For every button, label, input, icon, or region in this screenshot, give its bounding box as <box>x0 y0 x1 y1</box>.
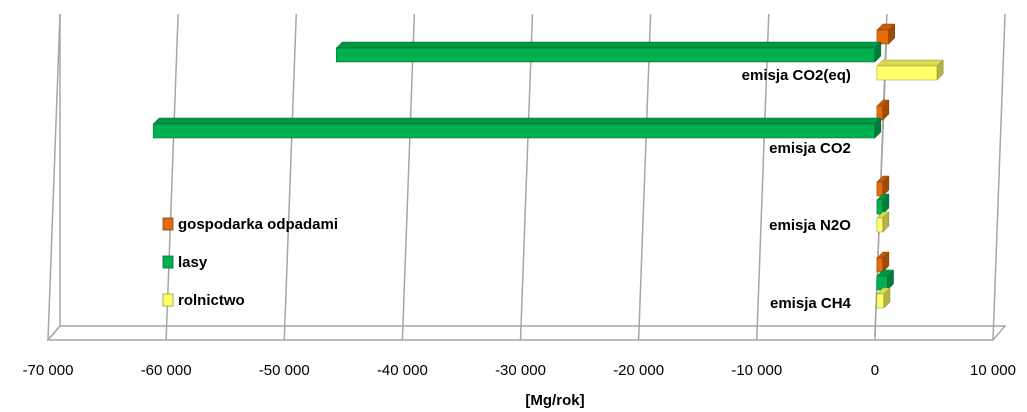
gridline <box>756 13 770 341</box>
legend-label: rolnictwo <box>178 292 245 309</box>
gridline <box>283 13 297 341</box>
x-axis-title: [Mg/rok] <box>525 392 584 409</box>
x-tick-label: -40 000 <box>377 362 428 379</box>
bars <box>152 23 944 309</box>
x-tick-label: -10 000 <box>731 362 782 379</box>
category-label: emisja CO2 <box>769 140 851 157</box>
legend: gospodarka odpadami lasy rolnictwo <box>162 216 338 309</box>
category-labels: emisja CO2(eq) emisja CO2 emisja N2O emisja… <box>742 67 852 312</box>
x-tick-label: -70 000 <box>23 362 74 379</box>
x-tick-label: -20 000 <box>613 362 664 379</box>
bar <box>335 41 882 63</box>
bar <box>152 117 882 139</box>
bar <box>876 269 895 291</box>
legend-item: lasy <box>162 254 208 271</box>
legend-swatch <box>162 217 174 231</box>
gridline <box>992 13 1006 341</box>
bar <box>876 23 896 45</box>
legend-label: lasy <box>178 254 208 271</box>
bar <box>876 59 944 81</box>
gridline <box>165 13 179 341</box>
chart-walls <box>46 14 1007 341</box>
category-label: emisja CO2(eq) <box>742 67 851 84</box>
gridline <box>401 13 416 341</box>
bar <box>876 211 890 233</box>
x-tick-label: 10 000 <box>970 362 1016 379</box>
legend-swatch <box>162 293 174 307</box>
x-tick-label: -30 000 <box>495 362 546 379</box>
legend-item: gospodarka odpadami <box>162 216 338 233</box>
gridline <box>519 13 534 341</box>
category-label: emisja CH4 <box>770 295 852 312</box>
bar <box>876 175 890 197</box>
legend-item: rolnictwo <box>162 292 245 309</box>
floor <box>46 325 1007 341</box>
gridline <box>47 13 61 341</box>
x-tick-label: -50 000 <box>259 362 310 379</box>
gridlines <box>47 13 1006 341</box>
x-tick-labels: -70 000 -60 000 -50 000 -40 000 -30 000 -20 0… <box>23 362 1016 379</box>
bar <box>876 251 890 273</box>
gridline <box>637 13 652 341</box>
bar <box>876 193 890 215</box>
bar <box>876 287 891 309</box>
category-label: emisja N2O <box>769 217 851 234</box>
bar <box>876 99 890 121</box>
legend-label: gospodarka odpadami <box>178 216 338 233</box>
x-tick-label: 0 <box>871 362 879 379</box>
x-tick-label: -60 000 <box>141 362 192 379</box>
legend-swatch <box>162 255 174 269</box>
